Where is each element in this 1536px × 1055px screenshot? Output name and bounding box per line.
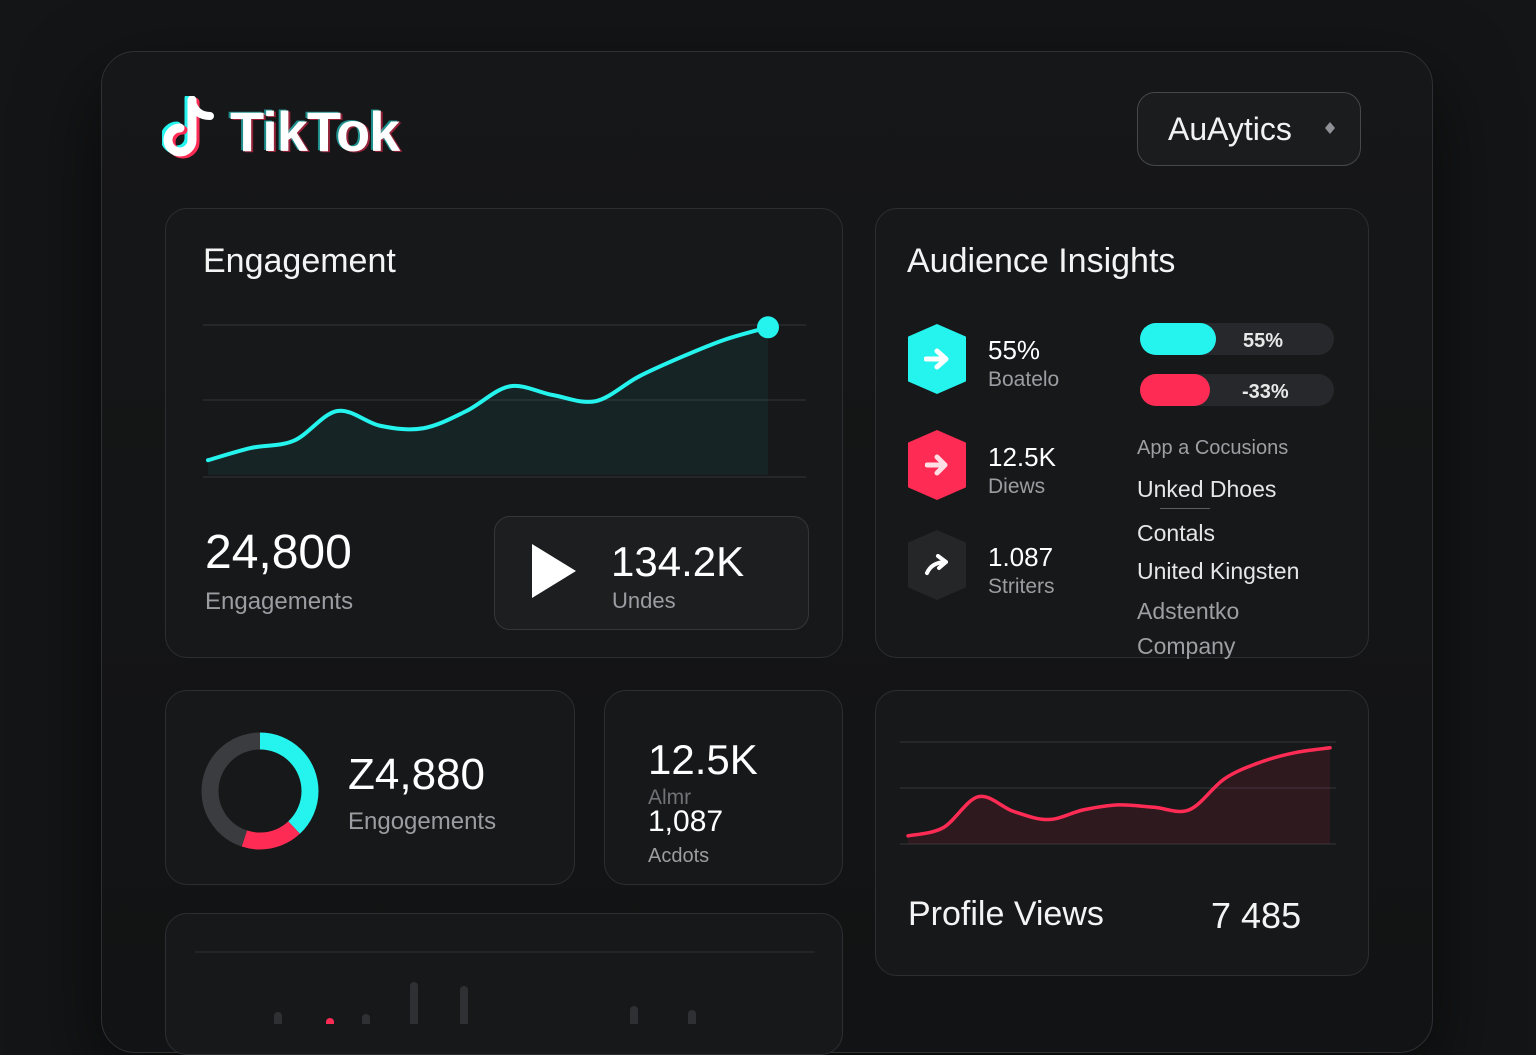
tiktok-note-icon: [162, 96, 214, 159]
audience-bar-2-label: -33%: [1242, 381, 1289, 403]
bar: [410, 982, 418, 1024]
stat-value-3: 1.087: [988, 542, 1054, 572]
mini-stats-card: [604, 690, 843, 885]
chevron-down-icon: [1325, 122, 1335, 134]
donut-segment-gray: [201, 732, 319, 850]
engagement-area: [208, 327, 768, 475]
stat-label-3: Striters: [988, 575, 1055, 598]
location-item: Adstentko: [1137, 598, 1240, 624]
play-stat-label: Undes: [612, 588, 676, 613]
profile-views-line: [906, 746, 1332, 838]
arrow-up-right-icon: [925, 554, 948, 575]
play-stat-value: 134.2K: [611, 538, 745, 585]
audience-title: Audience Insights: [907, 242, 1176, 280]
mini-stat-value-2: 1,087: [648, 805, 724, 838]
play-icon: [532, 544, 576, 598]
profile-views-area: [908, 747, 1330, 844]
divider: [1160, 508, 1210, 509]
audience-bar-2-fill: [1140, 374, 1210, 406]
analytics-dropdown[interactable]: AuAytics: [1137, 92, 1361, 166]
location-item: Unked Dhoes: [1137, 476, 1277, 502]
engagement-total-value: 24,800: [205, 526, 352, 579]
mini-stat-value-1: 12.5K: [648, 736, 758, 783]
bar: [630, 1006, 638, 1024]
bar: [362, 1014, 370, 1024]
dropdown-label: AuAytics: [1168, 110, 1292, 147]
mini-stat-label-1: Almr: [648, 786, 692, 809]
location-item: App a Cocusions: [1137, 437, 1289, 459]
profile-views-chart: [900, 741, 1336, 845]
engagement-title: Engagement: [203, 242, 396, 280]
engagement-chart: [203, 316, 806, 478]
donut-label: Engogements: [348, 808, 497, 835]
stat-badge-2: [908, 430, 966, 500]
tiktok-logo: TikTok: [162, 96, 400, 166]
arrow-right-icon: [925, 454, 948, 476]
stat-badge-3: [908, 530, 966, 600]
donut-segment-pink: [201, 732, 319, 850]
location-item: United Kingsten: [1137, 558, 1300, 584]
profile-views-title: Profile Views: [908, 895, 1104, 933]
mini-stat-label-2: Acdots: [648, 845, 710, 867]
data-point: [757, 316, 779, 339]
location-item: Contals: [1137, 520, 1215, 546]
audience-bar-1-label: 55%: [1243, 330, 1284, 352]
engagement-line: [206, 325, 770, 463]
stat-badge-1: [908, 324, 966, 394]
donut-card: [165, 690, 575, 885]
stat-value-2: 12.5K: [988, 442, 1056, 472]
stat-value-1: 55%: [988, 335, 1041, 365]
audience-bar-1-fill: [1140, 323, 1216, 355]
bar: [688, 1010, 696, 1024]
bar: [460, 986, 468, 1024]
bar: [274, 1012, 282, 1024]
bar: [326, 1018, 334, 1024]
engagement-donut: [201, 732, 319, 850]
location-item: Company: [1137, 633, 1236, 659]
bottom-bar-chart: [195, 951, 815, 1024]
donut-value: Z4,880: [348, 750, 485, 799]
stat-label-1: Boatelo: [988, 368, 1060, 391]
engagement-total-label: Engagements: [205, 588, 354, 615]
stat-label-2: Diews: [988, 475, 1046, 498]
profile-views-value: 7 485: [1211, 895, 1302, 936]
arrow-right-icon: [924, 348, 949, 370]
profile-views-card: [875, 690, 1369, 976]
app-title: TikTok: [230, 99, 400, 163]
